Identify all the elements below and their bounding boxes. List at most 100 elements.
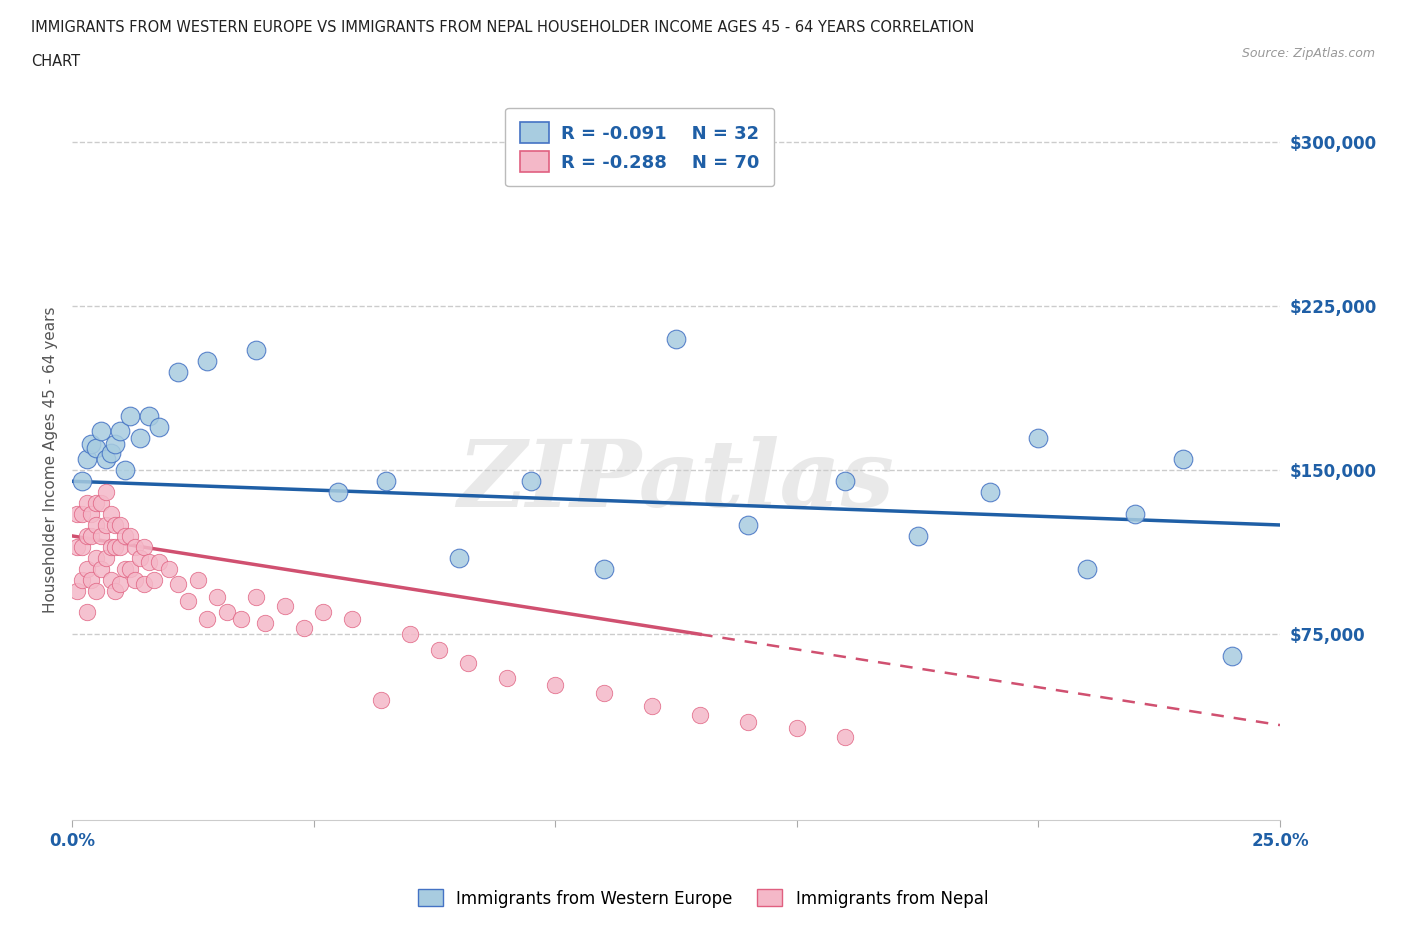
Point: [84, 441, 107, 456]
Point: [100, 539, 122, 554]
Point: [90, 562, 112, 577]
Point: [1173, 452, 1195, 467]
Point: [689, 708, 711, 723]
Text: CHART: CHART: [31, 54, 80, 69]
Point: [134, 577, 156, 591]
Point: [80, 572, 103, 587]
Point: [1220, 649, 1243, 664]
Point: [66, 507, 89, 522]
Point: [737, 517, 759, 532]
Point: [592, 562, 614, 577]
Point: [273, 598, 295, 613]
Text: ZIPatlas: ZIPatlas: [457, 436, 894, 526]
Point: [94, 517, 117, 532]
Point: [110, 539, 132, 554]
Point: [94, 551, 117, 565]
Point: [134, 539, 156, 554]
Point: [205, 590, 228, 604]
Point: [143, 572, 166, 587]
Point: [128, 430, 150, 445]
Point: [326, 485, 349, 499]
Point: [114, 463, 136, 478]
Point: [76, 562, 98, 577]
Point: [245, 342, 267, 357]
Point: [1076, 562, 1098, 577]
Point: [786, 721, 808, 736]
Point: [104, 517, 127, 532]
Point: [80, 437, 103, 452]
Point: [979, 485, 1001, 499]
Point: [84, 517, 107, 532]
Point: [124, 539, 146, 554]
Point: [544, 677, 567, 692]
Point: [80, 528, 103, 543]
Point: [312, 605, 335, 620]
Point: [94, 485, 117, 499]
Point: [229, 612, 252, 627]
Point: [124, 572, 146, 587]
Point: [84, 551, 107, 565]
Point: [110, 517, 132, 532]
Point: [100, 445, 122, 460]
Point: [90, 423, 112, 438]
Point: [100, 507, 122, 522]
Point: [76, 528, 98, 543]
Point: [520, 473, 543, 488]
Text: Source: ZipAtlas.com: Source: ZipAtlas.com: [1241, 46, 1375, 60]
Point: [195, 612, 218, 627]
Point: [427, 642, 450, 657]
Point: [104, 539, 127, 554]
Point: [138, 554, 160, 569]
Point: [66, 539, 89, 554]
Point: [84, 496, 107, 511]
Y-axis label: Householder Income Ages 45 - 64 years: Householder Income Ages 45 - 64 years: [44, 306, 58, 613]
Point: [94, 452, 117, 467]
Point: [90, 496, 112, 511]
Legend: Immigrants from Western Europe, Immigrants from Nepal: Immigrants from Western Europe, Immigran…: [411, 883, 995, 914]
Point: [90, 528, 112, 543]
Point: [167, 365, 190, 379]
Point: [138, 408, 160, 423]
Point: [399, 627, 422, 642]
Point: [1123, 507, 1146, 522]
Point: [737, 714, 759, 729]
Point: [447, 551, 470, 565]
Text: IMMIGRANTS FROM WESTERN EUROPE VS IMMIGRANTS FROM NEPAL HOUSEHOLDER INCOME AGES : IMMIGRANTS FROM WESTERN EUROPE VS IMMIGR…: [31, 20, 974, 35]
Point: [70, 539, 93, 554]
Point: [118, 408, 141, 423]
Point: [66, 583, 89, 598]
Point: [215, 605, 238, 620]
Point: [148, 554, 170, 569]
Point: [195, 353, 218, 368]
Point: [118, 528, 141, 543]
Point: [834, 473, 856, 488]
Point: [157, 562, 180, 577]
Point: [100, 572, 122, 587]
Point: [114, 562, 136, 577]
Point: [342, 612, 364, 627]
Point: [254, 616, 277, 631]
Point: [187, 572, 209, 587]
Point: [128, 551, 150, 565]
Point: [245, 590, 267, 604]
Point: [292, 620, 315, 635]
Point: [496, 671, 519, 685]
Point: [167, 577, 190, 591]
Point: [148, 419, 170, 434]
Point: [592, 685, 614, 700]
Point: [110, 423, 132, 438]
Point: [80, 507, 103, 522]
Point: [76, 496, 98, 511]
Point: [118, 562, 141, 577]
Point: [370, 693, 392, 708]
Point: [76, 452, 98, 467]
Point: [834, 729, 856, 744]
Point: [70, 572, 93, 587]
Point: [84, 583, 107, 598]
Point: [177, 594, 200, 609]
Point: [70, 473, 93, 488]
Point: [110, 577, 132, 591]
Point: [70, 507, 93, 522]
Point: [665, 332, 688, 347]
Point: [1028, 430, 1050, 445]
